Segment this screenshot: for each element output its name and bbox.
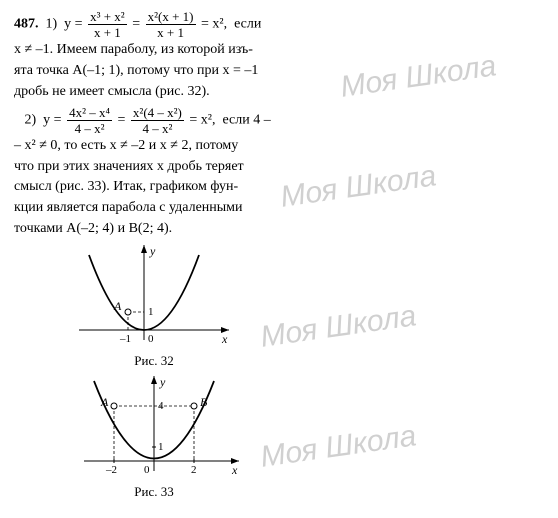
frac-4: x²(4 – x²) 4 – x² (131, 106, 184, 135)
tick-y4: 4 (158, 400, 164, 412)
hole-b-33 (191, 403, 197, 409)
label-a: A (100, 395, 109, 409)
eq-rhs-2: = x², (189, 112, 215, 127)
hole-a (125, 309, 131, 315)
tick-xL: –2 (105, 464, 117, 476)
frac-2: x²(x + 1) x + 1 (146, 10, 196, 39)
p2-text5: точками A(–2; 4) и B(2; 4). (14, 220, 354, 239)
origin-33: 0 (144, 464, 150, 476)
p1-text3: дробь не имеет смысла (рис. 32). (14, 83, 354, 102)
label-b: B (200, 395, 208, 409)
axis-x-label-33: x (231, 463, 238, 477)
axis-y-label-33: y (159, 376, 166, 389)
tick-x-1: –1 (119, 333, 131, 345)
axis-x-label: x (221, 332, 228, 346)
tick-y-1: 1 (148, 306, 154, 318)
cond-2: если 4 – (222, 112, 270, 127)
figure-33-svg: y x A B 4 1 –2 2 0 (74, 376, 244, 481)
p2-text4: кции является парабола с удаленными (14, 199, 354, 218)
tick-y1: 1 (158, 441, 164, 453)
part2-label: 2) (25, 112, 37, 127)
figure-32-svg: y x A 1 –1 0 (74, 245, 234, 350)
p2-text3: смысл (рис. 33). Итак, графиком фун- (14, 178, 354, 197)
cond: если (234, 17, 261, 32)
eq-lhs-2: y = (43, 112, 61, 127)
axis-y-label: y (149, 245, 156, 258)
hole-a-33 (111, 403, 117, 409)
part1-label: 1) (46, 17, 58, 32)
p2-text1: – x² ≠ 0, то есть x ≠ –2 и x ≠ 2, потому (14, 137, 354, 156)
p1-text2: ята точка A(–1; 1), потому что при x = –… (14, 62, 354, 81)
hole-a-label: A (113, 299, 122, 313)
problem-number: 487. (14, 17, 39, 32)
line-1: 487. 1) y = x³ + x² x + 1 = x²(x + 1) x … (14, 10, 354, 39)
frac-3: 4x² – x⁴ 4 – x² (67, 106, 112, 135)
frac-1: x³ + x² x + 1 (88, 10, 127, 39)
line-2: 2) y = 4x² – x⁴ 4 – x² = x²(4 – x²) 4 – … (14, 106, 354, 135)
eq-lhs: y = (64, 17, 82, 32)
eq-rhs: = x², (201, 17, 227, 32)
origin-32: 0 (148, 333, 154, 345)
p1-text1: x ≠ –1. Имеем параболу, из которой изъ- (14, 41, 354, 60)
page-content: 487. 1) y = x³ + x² x + 1 = x²(x + 1) x … (0, 0, 368, 508)
tick-xR: 2 (191, 464, 197, 476)
figure-32: y x A 1 –1 0 Рис. 32 (74, 245, 354, 370)
figure-33: y x A B 4 1 –2 2 0 Рис. 33 (74, 376, 354, 501)
p2-text2: что при этих значениях x дробь теряет (14, 158, 354, 177)
fig32-caption: Рис. 32 (74, 352, 234, 370)
fig33-caption: Рис. 33 (74, 483, 234, 501)
